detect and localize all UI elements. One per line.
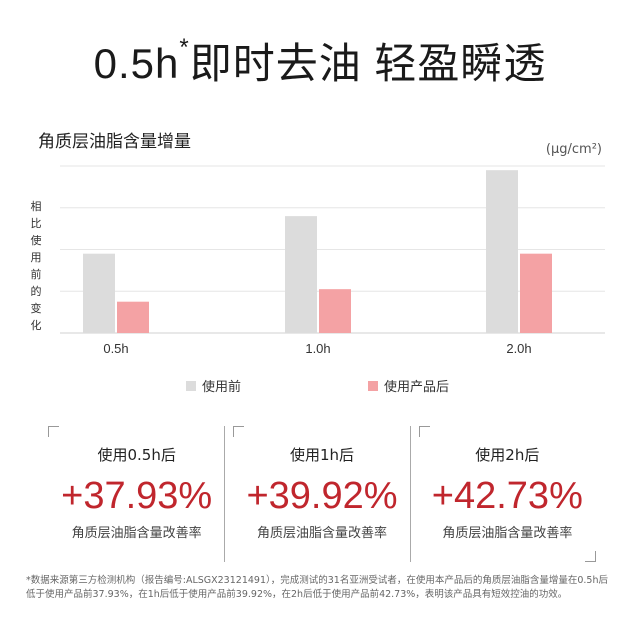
bar-before-0.5h: [83, 253, 115, 333]
card-0.5h: 使用0.5h后 +37.93% 角质层油脂含量改善率: [44, 424, 229, 564]
bar-after-0.5h: [117, 301, 149, 333]
card-corner: [48, 426, 59, 437]
card-divider: [409, 426, 411, 562]
y-axis-label: 相比使用前的变化: [30, 200, 42, 332]
card-desc: 角质层油脂含量改善率: [442, 526, 573, 541]
bar-after-2.0h: [520, 253, 552, 333]
card-desc: 角质层油脂含量改善率: [71, 526, 202, 541]
bar-before-1.0h: [285, 216, 317, 333]
x-tick-label: 1.0h: [305, 341, 330, 356]
card-corner: [584, 551, 596, 562]
headline-asterisk: *: [179, 34, 190, 61]
card-1h: 使用1h后 +39.92% 角质层油脂含量改善率: [229, 424, 414, 564]
chart-title: 角质层油脂含量增量: [38, 132, 191, 152]
legend-label-before: 使用前: [202, 380, 242, 395]
headline-main: 0.5h: [93, 40, 180, 87]
card-value: +37.93%: [61, 475, 213, 517]
card-divider: [224, 426, 226, 562]
card-label: 使用1h后: [289, 446, 355, 464]
card-2h: 使用2h后 +42.73% 角质层油脂含量改善率: [415, 424, 600, 564]
card-value: +39.92%: [246, 475, 398, 517]
legend-item-before: 使用前: [186, 376, 241, 395]
bar-before-2.0h: [486, 170, 518, 333]
chart-unit: (μg/cm²): [545, 142, 602, 157]
card-corner: [233, 426, 245, 437]
bar-chart: 0.5h 1.0h 2.0h: [60, 165, 605, 356]
headline-rest: 即时去油 轻盈瞬透: [189, 40, 547, 87]
card-corner: [418, 426, 430, 437]
legend-swatch-before: [186, 380, 196, 391]
legend-label-after: 使用产品后: [384, 380, 450, 395]
card-label: 使用0.5h后: [97, 446, 176, 464]
card-value: +42.73%: [431, 475, 583, 517]
x-tick-label: 2.0h: [506, 341, 531, 356]
footnote: *数据来源第三方检测机构（报告编号:ALSGX23121491），完成测试的31…: [26, 575, 608, 600]
x-tick-label: 0.5h: [103, 341, 128, 356]
card-desc: 角质层油脂含量改善率: [256, 526, 387, 541]
card-label: 使用2h后: [475, 446, 540, 464]
legend-swatch-after: [368, 380, 378, 391]
headline: 0.5h*即时去油 轻盈瞬透: [0, 30, 640, 91]
improvement-cards: 使用0.5h后 +37.93% 角质层油脂含量改善率 使用1h后 +39.92%…: [44, 424, 600, 564]
legend-item-after: 使用产品后: [368, 376, 449, 395]
bar-after-1.0h: [319, 289, 351, 333]
